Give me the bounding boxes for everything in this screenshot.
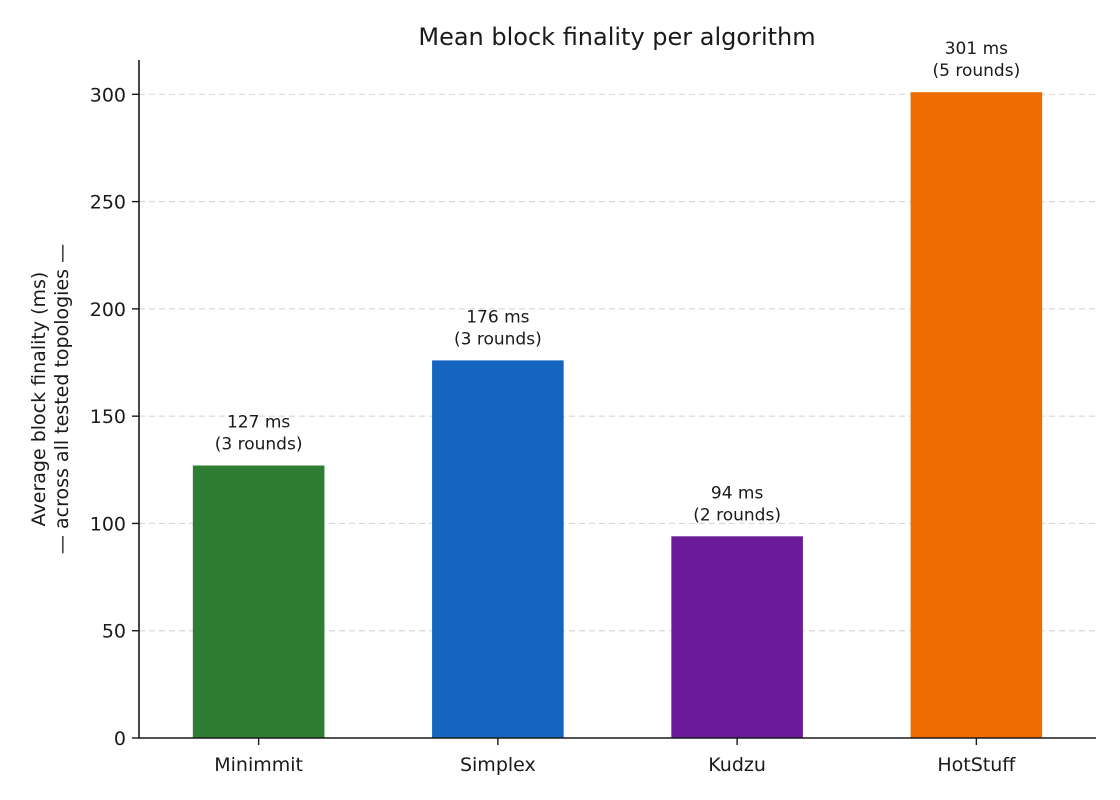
bar xyxy=(671,536,803,738)
x-tick-label: HotStuff xyxy=(937,754,1016,776)
y-tick-label: 250 xyxy=(90,192,126,214)
bar-value-label: 301 ms xyxy=(945,39,1008,59)
x-tick-label: Minimmit xyxy=(214,754,303,776)
bar-value-label: 94 ms xyxy=(711,483,764,503)
bar xyxy=(910,92,1043,739)
y-tick-label: 100 xyxy=(90,513,126,535)
y-tick-label: 300 xyxy=(90,84,126,106)
y-tick-label: 50 xyxy=(102,621,126,643)
y-tick-label: 200 xyxy=(90,299,126,321)
y-axis-label-line-2: — across all tested topologies — xyxy=(51,244,73,554)
x-tick-label: Simplex xyxy=(460,754,536,776)
axis-layer: 0 50 100 150 200 250 300 Minimmit Simplex Kudzu Ho… xyxy=(90,60,1096,776)
bar-rounds-label: (2 rounds) xyxy=(693,505,781,525)
bar-rounds-label: (3 rounds) xyxy=(215,435,303,455)
y-tick-label: 150 xyxy=(90,406,126,428)
bar-rounds-label: (5 rounds) xyxy=(933,61,1021,81)
bar-rounds-label: (3 rounds) xyxy=(454,329,542,349)
y-axis-label-line-1: Average block finality (ms) xyxy=(28,272,50,527)
bar-layer xyxy=(192,92,1043,739)
bar-value-label: 176 ms xyxy=(466,307,529,327)
bar-value-label: 127 ms xyxy=(227,413,290,433)
bar xyxy=(432,360,564,738)
y-tick-label: 0 xyxy=(114,728,126,750)
chart-title: Mean block finality per algorithm xyxy=(418,23,815,51)
x-tick-label: Kudzu xyxy=(708,754,766,776)
data-label-layer: 127 ms(3 rounds)176 ms(3 rounds)94 ms(2 … xyxy=(215,39,1020,525)
bar xyxy=(192,465,325,738)
